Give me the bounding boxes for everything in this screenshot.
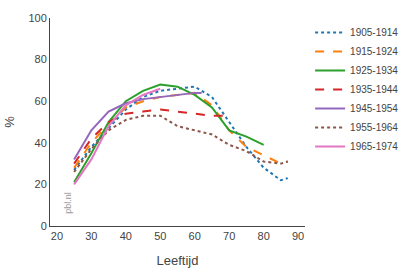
svg-text:Leeftijd: Leeftijd bbox=[157, 253, 199, 268]
svg-text:%: % bbox=[2, 116, 17, 128]
svg-text:20: 20 bbox=[51, 230, 63, 242]
svg-text:1955-1964: 1955-1964 bbox=[350, 122, 398, 133]
svg-text:40: 40 bbox=[120, 230, 132, 242]
svg-text:pbl.nl: pbl.nl bbox=[63, 192, 73, 214]
svg-text:100: 100 bbox=[28, 12, 46, 24]
svg-text:1915-1924: 1915-1924 bbox=[350, 46, 398, 57]
svg-text:80: 80 bbox=[258, 230, 270, 242]
svg-text:0: 0 bbox=[41, 220, 47, 232]
svg-text:30: 30 bbox=[85, 230, 97, 242]
svg-text:70: 70 bbox=[223, 230, 235, 242]
svg-text:50: 50 bbox=[154, 230, 166, 242]
svg-text:40: 40 bbox=[35, 137, 47, 149]
svg-text:60: 60 bbox=[35, 95, 47, 107]
svg-text:1945-1954: 1945-1954 bbox=[350, 103, 398, 114]
svg-text:1935-1944: 1935-1944 bbox=[350, 84, 398, 95]
svg-text:20: 20 bbox=[35, 178, 47, 190]
svg-text:80: 80 bbox=[35, 53, 47, 65]
svg-text:1905-1914: 1905-1914 bbox=[350, 27, 398, 38]
svg-text:90: 90 bbox=[292, 230, 304, 242]
svg-text:1925-1934: 1925-1934 bbox=[350, 65, 398, 76]
svg-text:60: 60 bbox=[189, 230, 201, 242]
svg-text:1965-1974: 1965-1974 bbox=[350, 141, 398, 152]
